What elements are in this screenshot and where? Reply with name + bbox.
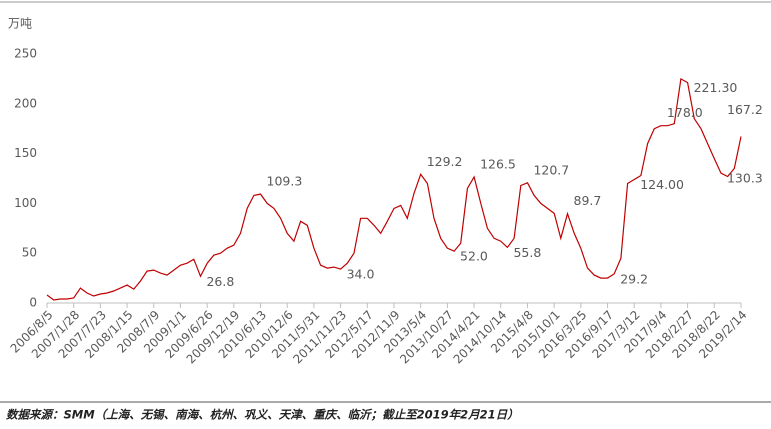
data-label: 55.8 (513, 245, 541, 260)
y-tick-label: 150 (14, 146, 37, 160)
data-label: 221.30 (694, 80, 738, 95)
y-axis-unit: 万吨 (8, 17, 32, 31)
data-label: 129.2 (427, 154, 463, 169)
data-label: 52.0 (460, 249, 488, 264)
data-label: 178.0 (667, 105, 703, 120)
y-tick-label: 100 (14, 196, 37, 210)
data-label: 109.3 (267, 174, 303, 189)
y-tick-label: 0 (29, 296, 37, 310)
y-tick-label: 200 (14, 96, 37, 110)
source-note: 数据来源：SMM（上海、无锡、南海、杭州、巩义、天津、重庆、临沂；截止至2019… (6, 408, 519, 422)
data-label: 34.0 (347, 267, 375, 282)
data-line (46, 77, 742, 301)
data-label: 26.8 (206, 274, 234, 289)
data-label: 167.2 (727, 102, 763, 117)
y-tick-label: 250 (14, 47, 37, 61)
data-label: 124.00 (640, 177, 684, 192)
data-label: 89.7 (574, 193, 602, 208)
data-label: 126.5 (480, 157, 516, 172)
data-label: 130.3 (727, 171, 763, 186)
data-label: 29.2 (620, 271, 648, 286)
data-label: 120.7 (533, 162, 569, 177)
y-tick-label: 50 (22, 246, 37, 260)
